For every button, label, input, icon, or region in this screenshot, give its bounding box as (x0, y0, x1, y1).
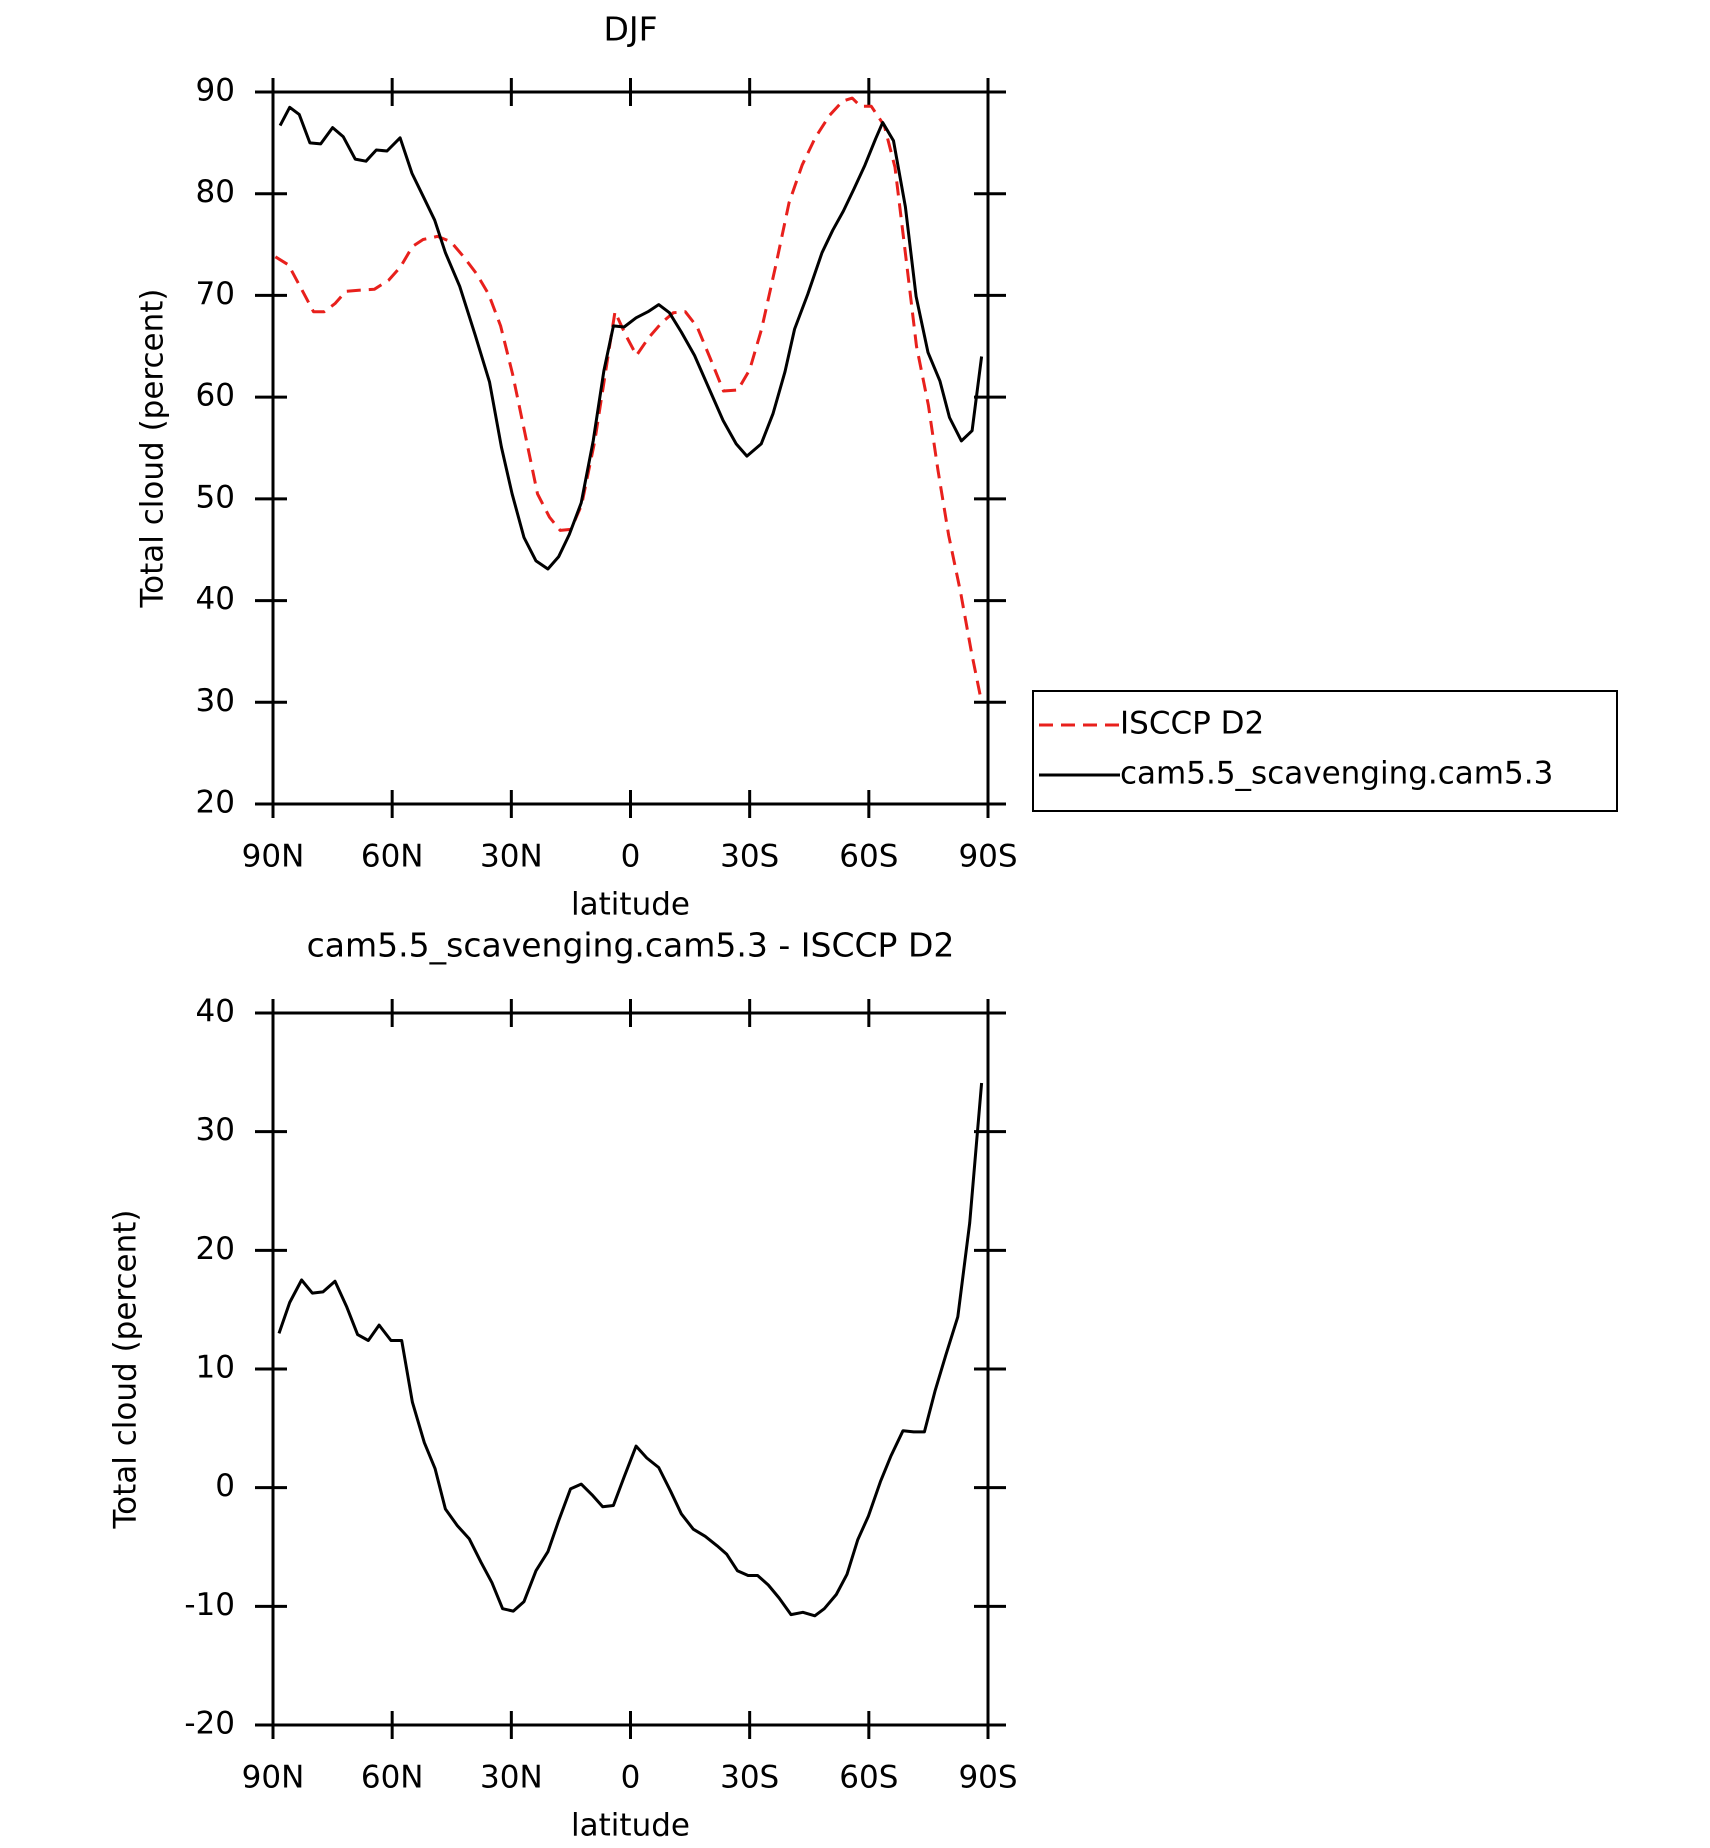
legend-box (1032, 690, 1618, 812)
x-tick-label: 60N (361, 1760, 424, 1796)
y-axis-label: Total cloud (percent) (135, 289, 171, 609)
x-tick-label: 90S (958, 1760, 1017, 1796)
x-tick-label: 0 (621, 1760, 641, 1796)
x-tick-label: 30S (720, 839, 779, 875)
x-tick-label: 30N (480, 1760, 543, 1796)
data-line (278, 105, 984, 571)
y-tick-label: -20 (184, 1706, 235, 1742)
x-tick-label: 60S (839, 1760, 898, 1796)
y-tick-label: 80 (196, 174, 235, 210)
x-tick-label: 60S (839, 839, 898, 875)
legend-label: cam5.5_scavenging.cam5.3 (1120, 756, 1553, 792)
chart-title: DJF (603, 10, 657, 49)
y-tick-label: 20 (196, 785, 235, 821)
y-tick-label: 40 (196, 581, 235, 617)
y-tick-label: 40 (196, 994, 235, 1030)
y-tick-label: 30 (196, 683, 235, 719)
y-tick-label: 0 (215, 1468, 235, 1504)
x-tick-label: 90N (242, 1760, 305, 1796)
y-tick-label: 10 (196, 1350, 235, 1386)
y-tick-label: 90 (196, 73, 235, 109)
y-tick-label: 60 (196, 378, 235, 414)
x-tick-label: 30N (480, 839, 543, 875)
plot-frame (271, 1011, 990, 1727)
chart-title: cam5.5_scavenging.cam5.3 - ISCCP D2 (307, 926, 955, 965)
x-tick-label: 0 (621, 839, 641, 875)
x-tick-label: 30S (720, 1760, 779, 1796)
x-tick-label: 60N (361, 839, 424, 875)
legend-label: ISCCP D2 (1120, 706, 1264, 742)
x-tick-label: 90N (242, 839, 305, 875)
y-tick-label: 50 (196, 479, 235, 515)
y-tick-label: 70 (196, 276, 235, 312)
x-tick-label: 90S (958, 839, 1017, 875)
data-line (274, 96, 984, 703)
plot-frame (271, 90, 990, 806)
x-axis-label: latitude (571, 887, 690, 923)
data-line (277, 1082, 984, 1618)
y-axis-label: Total cloud (percent) (108, 1210, 144, 1530)
x-axis-label: latitude (571, 1808, 690, 1844)
y-tick-label: -10 (184, 1587, 235, 1623)
y-tick-label: 30 (196, 1112, 235, 1148)
y-tick-label: 20 (196, 1231, 235, 1267)
